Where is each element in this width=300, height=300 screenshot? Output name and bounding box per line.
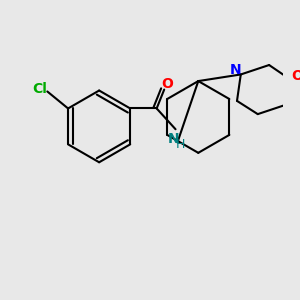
Text: N: N xyxy=(230,63,242,77)
Text: N: N xyxy=(168,132,179,146)
Text: O: O xyxy=(292,69,300,83)
Text: Cl: Cl xyxy=(32,82,47,96)
Text: H: H xyxy=(176,138,185,151)
Text: O: O xyxy=(161,77,173,91)
